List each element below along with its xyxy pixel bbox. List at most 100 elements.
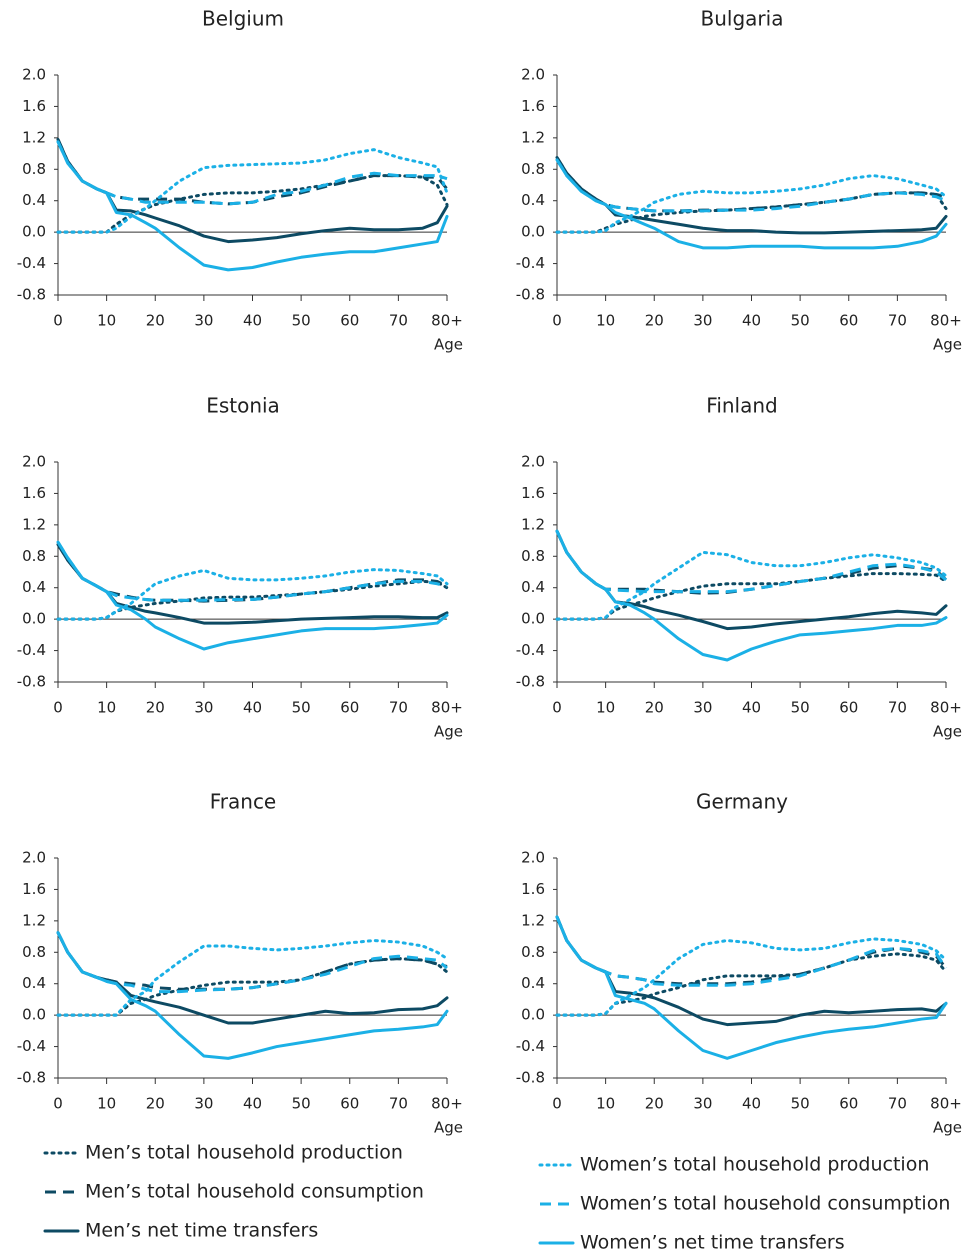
x-tick-label: 50: [791, 699, 810, 717]
x-tick-label: 10: [596, 699, 615, 717]
series-line: [56, 939, 449, 1017]
x-tick-label: 10: [97, 699, 116, 717]
x-tick-label: 0: [552, 1095, 562, 1113]
x-tick-label: 60: [839, 699, 858, 717]
y-tick-label: 1.2: [521, 515, 545, 533]
panel: Finland -0.8 -0.4 0.0 0.4 0.8 1.2 1.6 2.0 0 10 20 30…: [516, 394, 962, 741]
x-tick-label: 40: [243, 312, 262, 330]
y-tick-label: 2.0: [22, 453, 46, 471]
series-line: [56, 931, 449, 1025]
x-tick-label: 30: [693, 699, 712, 717]
y-tick-label: 1.2: [521, 911, 545, 929]
x-tick-label: 80+: [930, 1095, 962, 1113]
x-tick-label: 30: [194, 1095, 213, 1113]
panel-title: Estonia: [206, 394, 280, 418]
x-tick-label: 40: [243, 1095, 262, 1113]
x-tick-label: 0: [53, 1095, 63, 1113]
y-tick-label: 0.4: [22, 578, 46, 596]
x-tick-label: 20: [645, 312, 664, 330]
y-tick-label: -0.8: [17, 286, 46, 304]
panel-title: France: [210, 790, 277, 814]
y-tick-label: 1.2: [22, 128, 46, 146]
y-tick-label: -0.8: [17, 1069, 46, 1087]
y-tick-label: -0.4: [516, 254, 545, 272]
legend-label: Women’s total household consumption: [580, 1193, 950, 1215]
x-tick-label: 80+: [930, 699, 962, 717]
x-tick-label: 50: [791, 312, 810, 330]
series-line: [555, 937, 948, 1017]
y-tick-label: 1.6: [521, 880, 545, 898]
x-tick-label: 30: [194, 312, 213, 330]
x-tick-label: 20: [146, 699, 165, 717]
x-tick-label: 20: [645, 1095, 664, 1113]
series-line: [555, 550, 948, 621]
x-tick-label: 30: [693, 312, 712, 330]
x-tick-label: 40: [742, 312, 761, 330]
y-tick-label: 0.0: [22, 1006, 46, 1024]
legend-label: Women’s net time transfers: [580, 1232, 845, 1254]
x-tick-label: 80+: [431, 1095, 463, 1113]
panel-title: Belgium: [202, 7, 284, 31]
x-tick-label: 0: [53, 699, 63, 717]
y-tick-label: -0.8: [17, 673, 46, 691]
y-tick-label: 0.8: [22, 943, 46, 961]
y-tick-label: 1.2: [22, 911, 46, 929]
x-axis-label: Age: [933, 336, 962, 354]
x-tick-label: 70: [389, 699, 408, 717]
y-tick-label: 1.6: [22, 97, 46, 115]
x-tick-label: 70: [888, 1095, 907, 1113]
legend-label: Women’s total household production: [580, 1154, 929, 1176]
y-tick-label: 0.4: [521, 578, 545, 596]
x-tick-label: 20: [146, 312, 165, 330]
series-line: [555, 156, 948, 235]
y-tick-label: 0.0: [22, 610, 46, 628]
y-tick-label: 0.0: [521, 1006, 545, 1024]
y-tick-label: -0.4: [17, 254, 46, 272]
x-tick-label: 50: [292, 312, 311, 330]
series-line: [555, 915, 948, 1027]
x-tick-label: 40: [742, 1095, 761, 1113]
x-tick-label: 40: [243, 699, 262, 717]
x-tick-label: 70: [389, 1095, 408, 1113]
y-tick-label: 0.8: [521, 943, 545, 961]
x-tick-label: 20: [645, 699, 664, 717]
series-line: [56, 568, 449, 621]
x-tick-label: 60: [340, 699, 359, 717]
y-tick-label: 1.6: [22, 880, 46, 898]
y-tick-label: -0.8: [516, 673, 545, 691]
panel: Germany -0.8 -0.4 0.0 0.4 0.8 1.2 1.6 2.0 0 10 20 30…: [516, 790, 962, 1137]
x-tick-label: 40: [742, 699, 761, 717]
x-tick-label: 30: [693, 1095, 712, 1113]
y-tick-label: 0.4: [521, 974, 545, 992]
series-line: [56, 141, 448, 206]
series-line: [555, 529, 948, 662]
y-tick-label: 1.6: [521, 97, 545, 115]
series-line: [56, 540, 449, 651]
series-line: [56, 543, 448, 603]
legend-label: Men’s total household production: [85, 1142, 403, 1164]
y-tick-label: 2.0: [521, 66, 545, 84]
y-tick-label: -0.8: [516, 286, 545, 304]
series-line: [555, 915, 948, 1060]
panel: Belgium -0.8 -0.4 0.0 0.4 0.8 1.2 1.6 2.0 0 10 20 30…: [17, 7, 463, 354]
x-tick-label: 50: [292, 699, 311, 717]
x-axis-label: Age: [434, 336, 463, 354]
series-line: [555, 156, 947, 213]
y-tick-label: 0.8: [22, 160, 46, 178]
x-tick-label: 70: [389, 312, 408, 330]
x-tick-label: 60: [839, 312, 858, 330]
series-line: [555, 916, 948, 987]
series-line: [56, 140, 449, 272]
x-tick-label: 10: [596, 1095, 615, 1113]
y-tick-label: 1.2: [22, 515, 46, 533]
legend-label: Men’s total household consumption: [85, 1181, 424, 1203]
y-tick-label: 0.0: [521, 223, 545, 241]
legend: Men’s total household production Men’s to…: [43, 1142, 950, 1254]
x-axis-label: Age: [434, 1119, 463, 1137]
x-axis-label: Age: [933, 723, 962, 741]
x-axis-label: Age: [933, 1119, 962, 1137]
x-tick-label: 0: [53, 312, 63, 330]
panel-title: Germany: [696, 790, 788, 814]
series-line: [56, 931, 448, 994]
series-line: [56, 148, 449, 234]
